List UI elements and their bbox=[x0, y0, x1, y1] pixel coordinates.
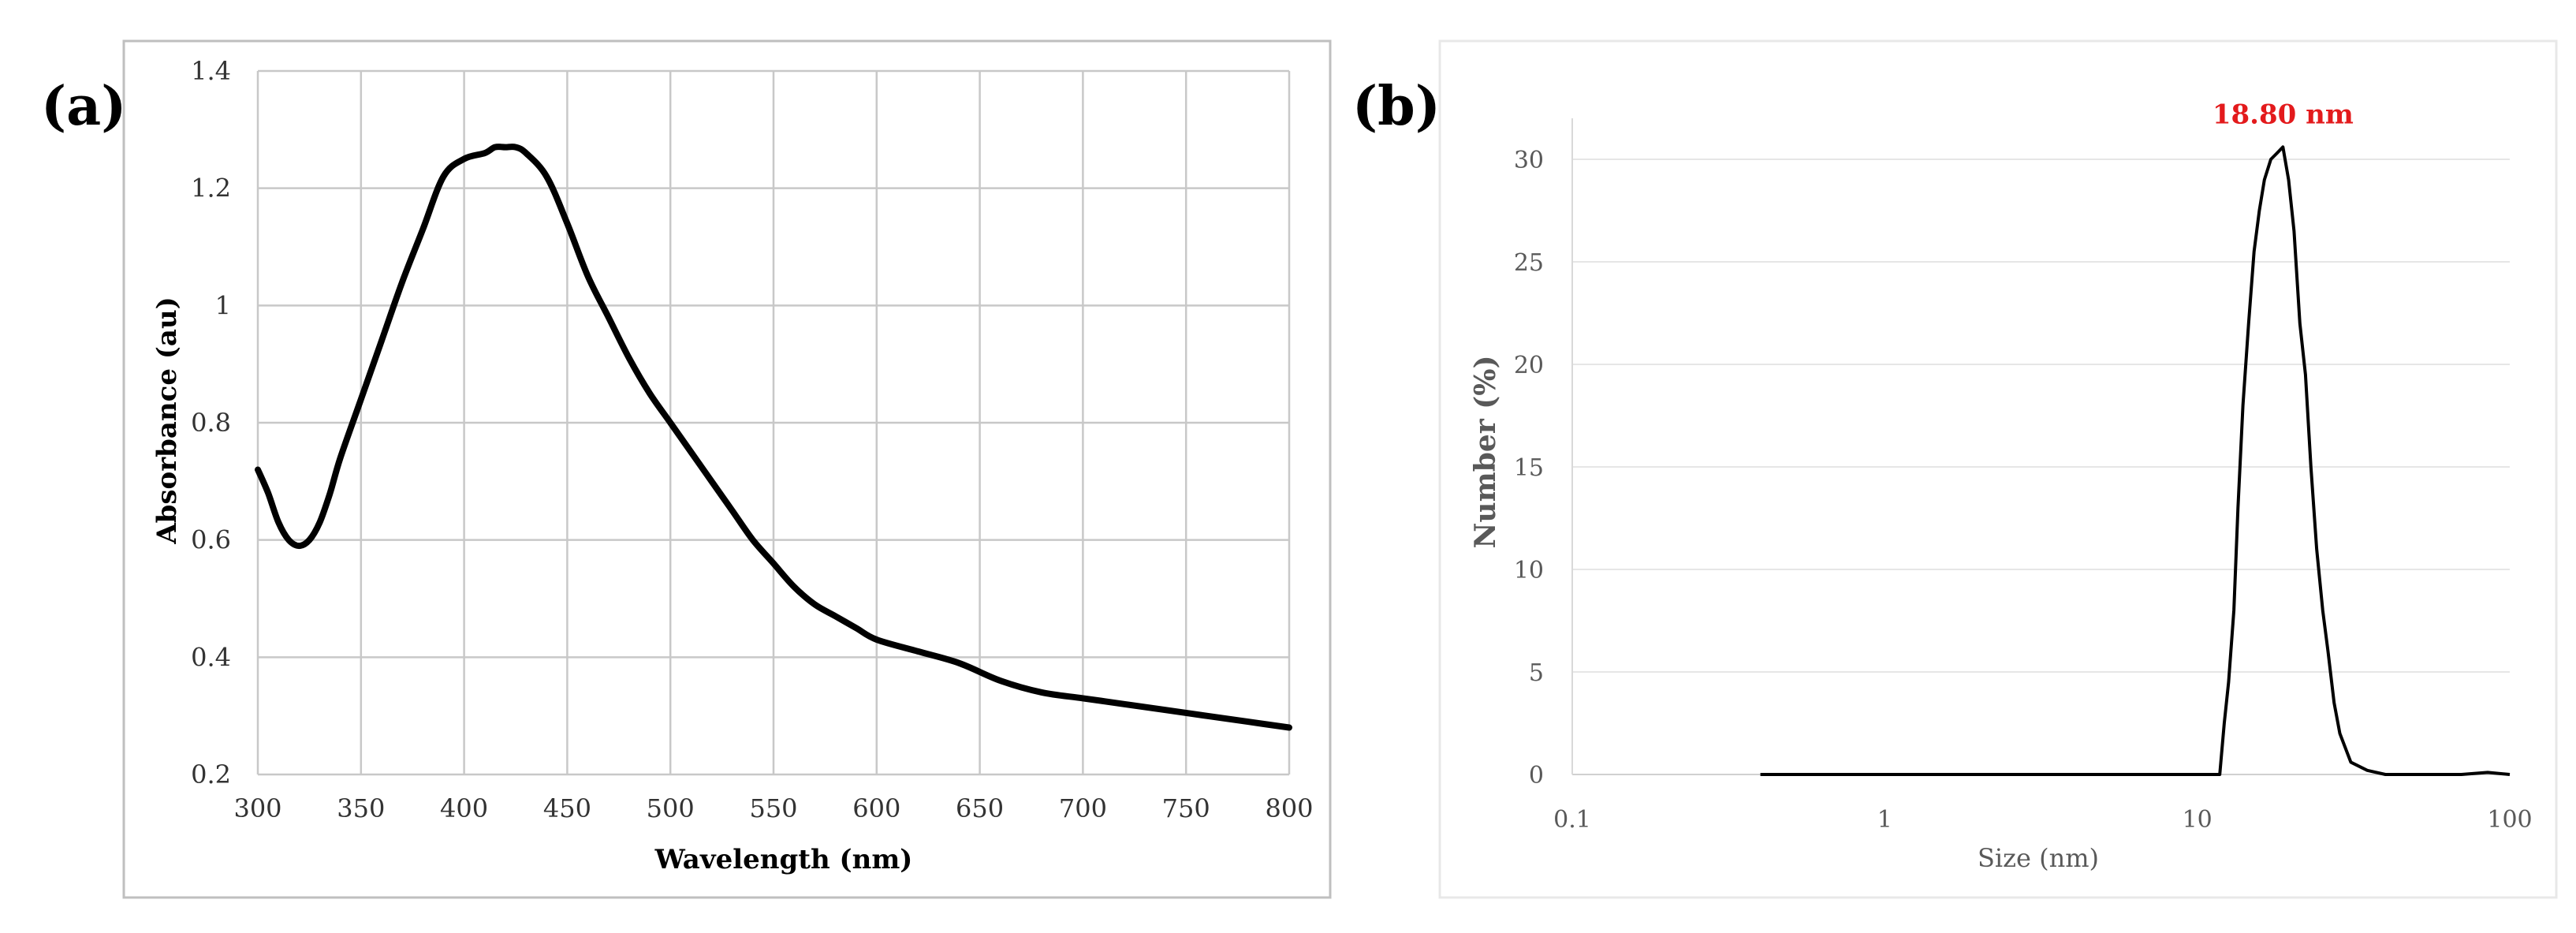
absorbance-line bbox=[255, 144, 1292, 731]
panel-a-x-tick-label: 400 bbox=[440, 793, 488, 823]
panel-a-y-tick-label: 1.4 bbox=[191, 56, 231, 86]
panel-b-y-tick-label: 30 bbox=[1514, 147, 1544, 174]
panel-a-x-tick-label: 600 bbox=[852, 793, 900, 823]
panel-b-y-axis-title: Number (%) bbox=[1469, 355, 1502, 548]
panel-b-x-tick-label: 1 bbox=[1877, 806, 1892, 834]
peak-size-annotation: 18.80 nm bbox=[2213, 99, 2354, 130]
panel-a-x-tick-label: 650 bbox=[956, 793, 1004, 823]
panel-b-y-tick-label: 0 bbox=[1529, 762, 1544, 789]
panel-b-y-tick-label: 10 bbox=[1514, 557, 1544, 584]
panel-a-x-tick-label: 800 bbox=[1265, 793, 1313, 823]
panel-a-ticks: 300 350 400 450 500 550 600 650 700 750 800 0.2 0.4 0… bbox=[191, 56, 1313, 823]
panel-b-ticks: 0 5 10 15 20 25 30 0.1 1 10 100 bbox=[1514, 147, 2533, 834]
panel-a-x-tick-label: 350 bbox=[337, 793, 385, 823]
panel-b-x-axis-title: Size (nm) bbox=[1978, 843, 2099, 873]
panel-a-x-tick-label: 550 bbox=[749, 793, 797, 823]
panel-b-x-tick-label: 0.1 bbox=[1553, 806, 1591, 834]
panel-b-y-tick-label: 20 bbox=[1514, 352, 1544, 379]
panel-b: (b) 0 5 10 15 20 25 30 0.1 1 10 100 18.80 nm Size … bbox=[1352, 39, 2558, 899]
panel-a-y-tick-label: 0.8 bbox=[191, 408, 231, 438]
panel-b-y-tick-label: 5 bbox=[1529, 659, 1544, 687]
panel-a-y-axis-title: Absorbance (au) bbox=[151, 297, 183, 545]
panel-a-frame bbox=[122, 39, 1332, 899]
panel-a-y-tick-label: 1 bbox=[215, 290, 231, 320]
panel-a-x-tick-label: 300 bbox=[233, 793, 281, 823]
panel-a-y-tick-label: 0.2 bbox=[191, 759, 231, 789]
panel-b-series bbox=[1760, 145, 2511, 776]
panel-a-grid bbox=[256, 69, 1291, 776]
panel-b-label: (b) bbox=[1352, 75, 1441, 138]
panel-a-x-tick-label: 700 bbox=[1059, 793, 1107, 823]
panel-b-y-tick-label: 15 bbox=[1514, 454, 1544, 482]
panel-b-frame bbox=[1438, 39, 2558, 899]
panel-a-x-axis-title: Wavelength (nm) bbox=[654, 844, 913, 875]
panel-b-x-tick-label: 100 bbox=[2487, 806, 2532, 834]
panel-a: (a) 300 350 400 450 500 550 600 650 700 750 800 0.2… bbox=[41, 39, 1332, 899]
panel-a-y-tick-label: 0.4 bbox=[191, 642, 231, 672]
panel-a-series bbox=[255, 144, 1292, 731]
panel-a-x-tick-label: 450 bbox=[543, 793, 591, 823]
panel-a-x-tick-label: 500 bbox=[647, 793, 695, 823]
panel-b-x-tick-label: 10 bbox=[2183, 806, 2213, 834]
panel-a-label: (a) bbox=[41, 75, 126, 138]
panel-a-x-tick-label: 750 bbox=[1162, 793, 1210, 823]
size-distribution-line bbox=[1760, 145, 2511, 776]
panel-b-y-tick-label: 25 bbox=[1514, 249, 1544, 277]
panel-a-y-tick-label: 1.2 bbox=[191, 174, 231, 203]
panel-a-y-tick-label: 0.6 bbox=[191, 525, 231, 555]
